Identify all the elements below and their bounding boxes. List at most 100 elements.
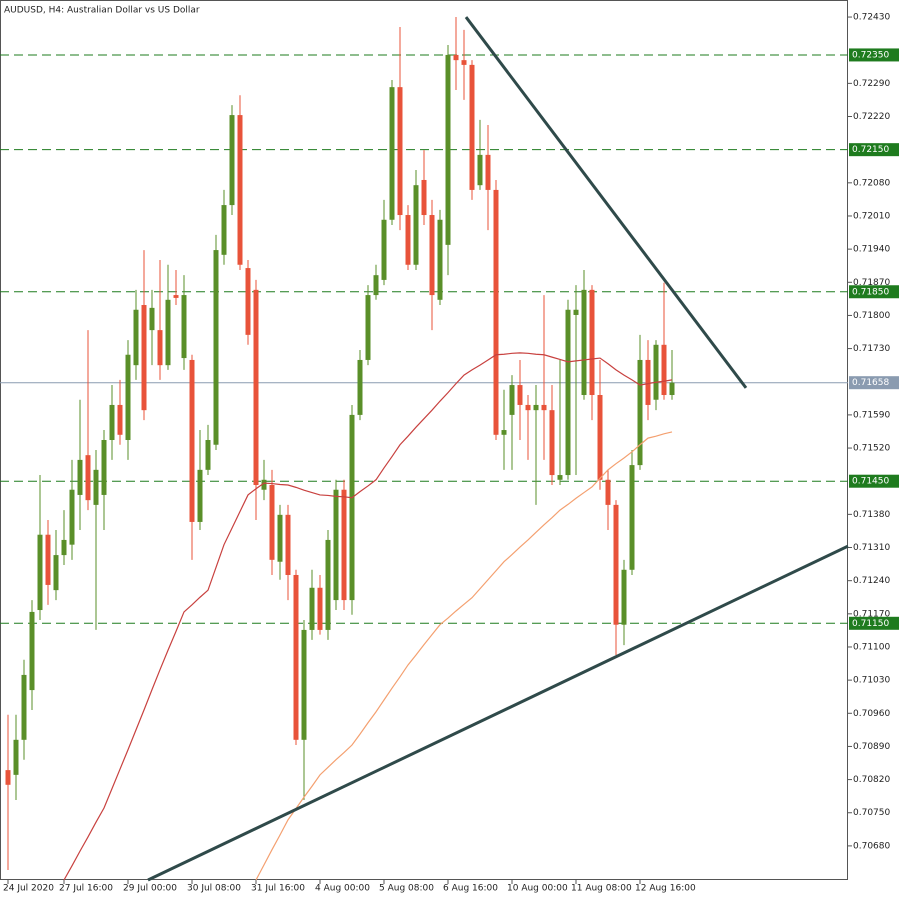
x-tick-label: 27 Jul 16:00 (59, 884, 113, 894)
candle-body (549, 410, 555, 476)
candle-body (341, 489, 347, 601)
candle-body (117, 404, 123, 435)
candle-body (189, 359, 195, 522)
y-tick-label: 0.70680 (853, 841, 890, 851)
candle-body (93, 469, 99, 505)
candle-body (461, 60, 467, 65)
candle-body (237, 115, 243, 265)
level-label: 0.72150 (852, 145, 889, 155)
y-tick-label: 0.71380 (853, 510, 890, 520)
candle-body (501, 430, 507, 435)
y-tick-label: 0.70750 (853, 808, 890, 818)
candle-body (589, 289, 595, 396)
trend-line (464, 16, 748, 389)
candle-body (109, 404, 115, 440)
y-tick-label: 0.71870 (853, 278, 890, 288)
candle-body (365, 295, 371, 360)
candle-body (21, 674, 27, 740)
candle-body (173, 295, 179, 298)
candle-body (309, 587, 315, 630)
candle-body (69, 489, 75, 545)
candle-body (229, 115, 235, 206)
candle-body (221, 205, 227, 255)
y-tick-label: 0.71100 (853, 642, 890, 652)
candle-body (477, 154, 483, 186)
candle-body (573, 309, 579, 315)
y-tick-label: 0.71520 (853, 444, 890, 454)
candle-body (637, 359, 643, 466)
candle-body (469, 64, 475, 190)
level-tag (849, 474, 899, 488)
candle-body (37, 534, 43, 611)
candle-body (333, 489, 339, 601)
candle-body (317, 587, 323, 630)
candle-body (269, 484, 275, 560)
level-tag (849, 143, 899, 157)
level-label: 0.71450 (852, 477, 889, 487)
plot-frame (0, 0, 848, 880)
y-tick-label: 0.72220 (853, 112, 890, 122)
candle-body (653, 344, 659, 400)
y-tick-label: 0.71310 (853, 543, 890, 553)
candle-body (325, 539, 331, 630)
candle-body (5, 770, 11, 785)
y-tick-label: 0.72080 (853, 178, 890, 188)
candle-body (357, 359, 363, 415)
candle-body (53, 555, 59, 591)
x-tick-label: 4 Aug 00:00 (315, 884, 370, 894)
x-tick-label: 10 Aug 00:00 (507, 884, 568, 894)
y-tick-label: 0.71240 (853, 576, 890, 586)
candle-body (437, 219, 443, 300)
candle-body (277, 514, 283, 562)
candle-body (629, 465, 635, 570)
level-tag (849, 285, 899, 299)
level-tag (849, 616, 899, 630)
candle-body (613, 504, 619, 625)
current-price-tag (849, 376, 899, 390)
y-tick-label: 0.71940 (853, 245, 890, 255)
current-price-label: 0.71658 (852, 378, 889, 388)
candle-body (301, 629, 307, 740)
y-tick-label: 0.70960 (853, 709, 890, 719)
y-tick-label: 0.71030 (853, 676, 890, 686)
candle-body (349, 414, 355, 601)
y-tick-label: 0.71730 (853, 344, 890, 354)
candle-body (77, 459, 83, 495)
candle-body (525, 404, 531, 411)
candle-body (85, 455, 91, 501)
x-tick-label: 11 Aug 08:00 (571, 884, 632, 894)
candle-body (253, 289, 259, 485)
candle-body (373, 275, 379, 296)
candle-body (397, 87, 403, 216)
candle-body (261, 479, 267, 490)
x-tick-label: 29 Jul 00:00 (123, 884, 177, 894)
candle-body (493, 189, 499, 435)
x-tick-label: 12 Aug 16:00 (635, 884, 696, 894)
candle-body (197, 469, 203, 522)
y-tick-label: 0.72010 (853, 211, 890, 221)
candle-body (485, 154, 491, 190)
candle-body (149, 307, 155, 331)
candle-body (645, 359, 651, 405)
candle-body (517, 385, 523, 405)
candle-body (413, 185, 419, 265)
moving-average (63, 352, 673, 881)
candle-body (405, 215, 411, 265)
chart-title: AUDUSD, H4: Australian Dollar vs US Doll… (4, 6, 200, 16)
x-tick-label: 31 Jul 16:00 (251, 884, 305, 894)
x-tick-label: 30 Jul 08:00 (187, 884, 241, 894)
candle-body (541, 404, 547, 411)
candle-body (381, 219, 387, 280)
candle-body (101, 440, 107, 495)
moving-average (255, 431, 673, 881)
candle-body (125, 354, 131, 440)
candle-body (389, 87, 395, 220)
x-tick-label: 5 Aug 08:00 (379, 884, 434, 894)
candle-body (605, 479, 611, 505)
candle-body (29, 611, 35, 691)
candle-body (429, 215, 435, 296)
y-tick-label: 0.70820 (853, 775, 890, 785)
candle-body (205, 440, 211, 470)
level-label: 0.72350 (852, 50, 889, 60)
candle-body (213, 250, 219, 445)
